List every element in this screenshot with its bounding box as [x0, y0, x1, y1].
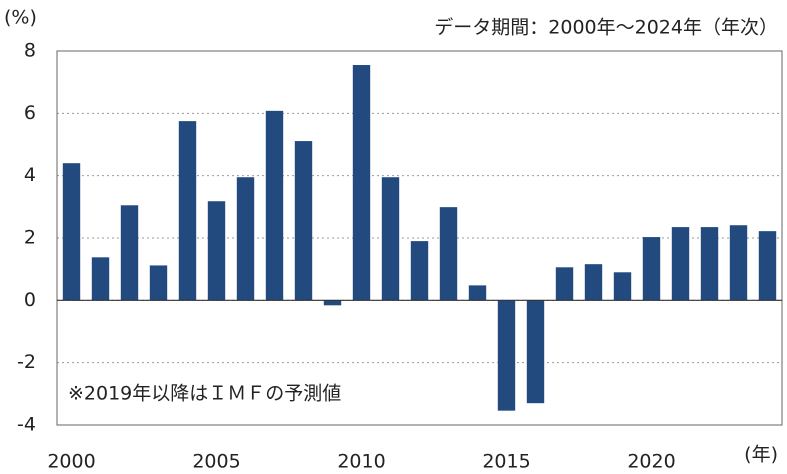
bar [352, 65, 371, 301]
y-tick-label: -4 [17, 414, 36, 436]
x-tick-label: 2005 [192, 451, 240, 473]
y-tick-label: 8 [24, 40, 36, 62]
y-axis-label: (%) [4, 7, 37, 29]
bar [265, 110, 284, 301]
bar [410, 241, 429, 301]
annotation: ※2019年以降はＩＭＦの予測値 [68, 383, 341, 405]
y-tick-label: 2 [24, 227, 36, 249]
x-axis-label: (年) [744, 444, 778, 466]
x-tick-label: 2000 [47, 451, 95, 473]
bar [468, 285, 487, 301]
bar [120, 205, 139, 301]
bar [555, 267, 574, 301]
y-tick-label: -2 [17, 351, 36, 373]
bar [497, 300, 516, 411]
chart-title: データ期間：2000年～2024年（年次） [434, 17, 778, 39]
y-tick-label: 4 [24, 164, 36, 186]
bar [439, 207, 458, 301]
bar [62, 163, 81, 301]
bar [91, 257, 110, 301]
bar [613, 272, 632, 301]
bar [729, 225, 748, 301]
plot-border [56, 50, 783, 426]
bar [642, 237, 661, 301]
bar [381, 177, 400, 301]
bar [178, 121, 197, 301]
bar [671, 227, 690, 301]
bar [149, 265, 168, 301]
x-tick-label: 2010 [337, 451, 385, 473]
x-tick-label: 2020 [627, 451, 675, 473]
bar [207, 201, 226, 301]
bar [700, 227, 719, 301]
y-tick-label: 0 [24, 289, 36, 311]
y-tick-label: 6 [24, 102, 36, 124]
bar [236, 177, 255, 301]
bar [526, 300, 545, 404]
bar [584, 264, 603, 301]
x-tick-label: 2015 [482, 451, 530, 473]
bar [294, 141, 313, 301]
bar [758, 231, 777, 301]
bar [323, 300, 342, 306]
